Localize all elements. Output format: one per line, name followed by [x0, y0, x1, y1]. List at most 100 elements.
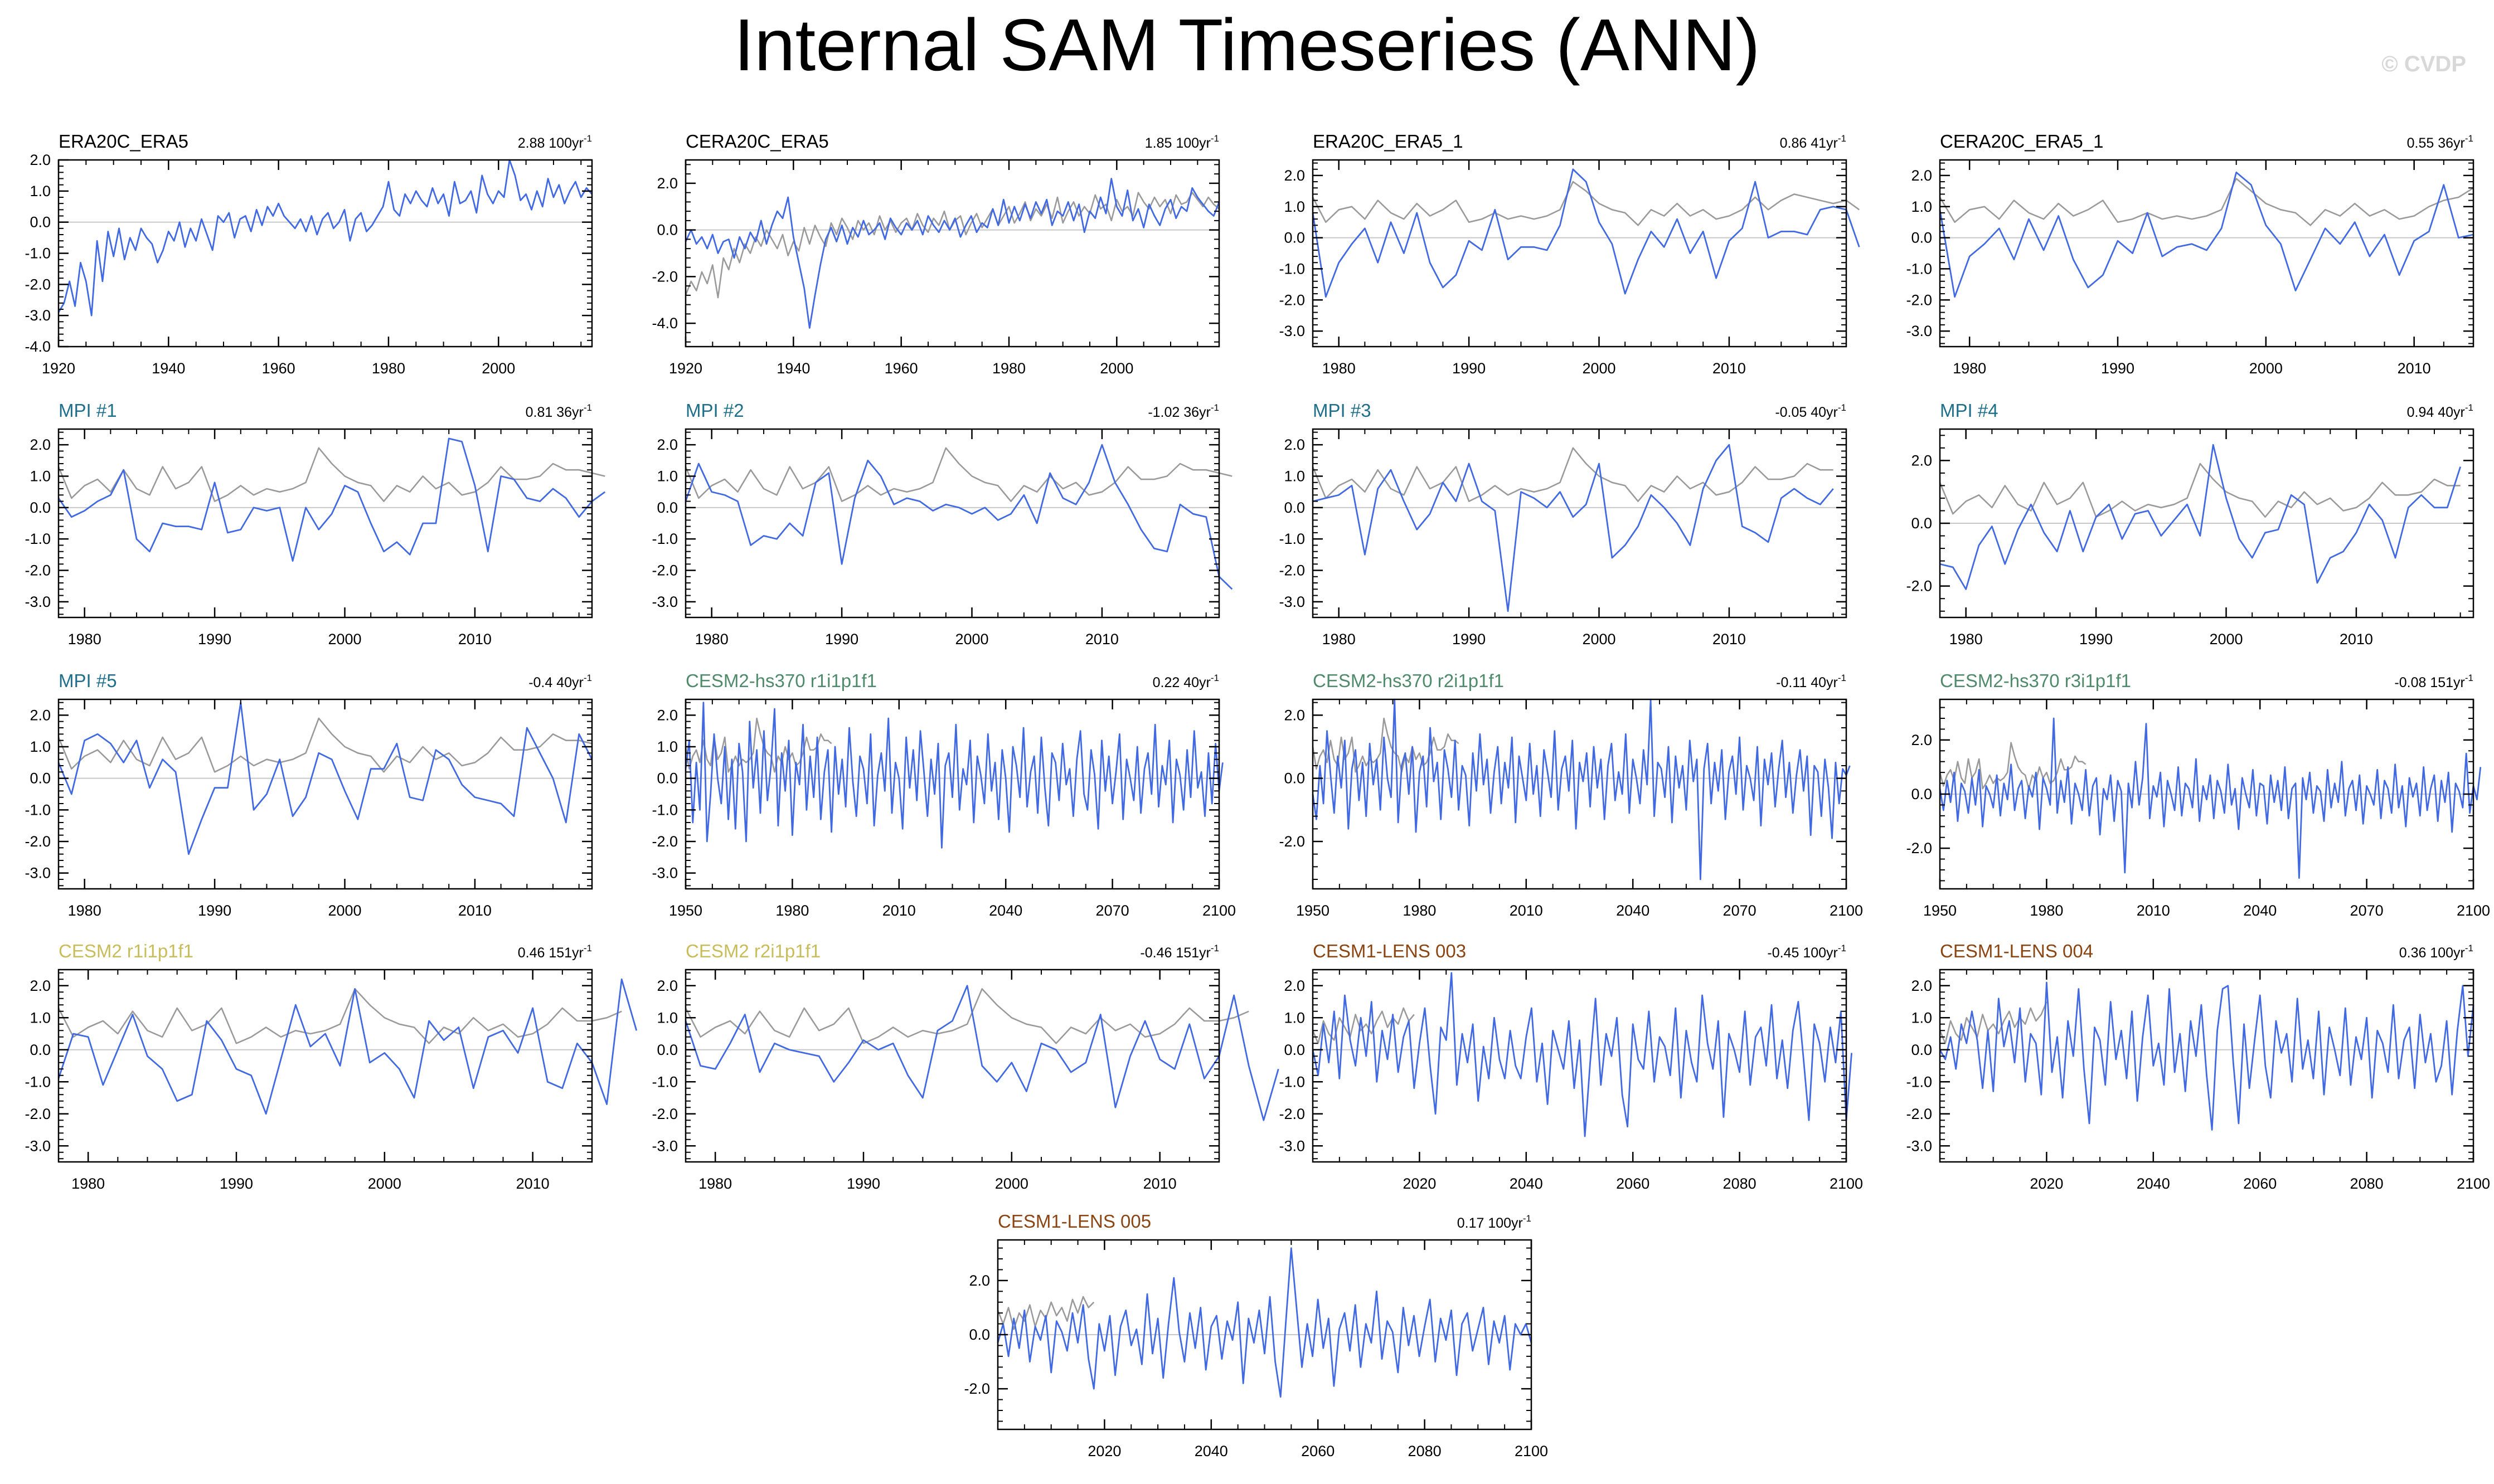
x-tick-label: 2100	[1830, 1175, 1863, 1192]
x-tick-label: 2040	[989, 902, 1022, 919]
y-tick-label: -1.0	[25, 1073, 51, 1090]
x-tick-label: 1980	[2030, 902, 2063, 919]
x-tick-label: 2010	[1085, 631, 1119, 648]
y-tick-label: 1.0	[1911, 198, 1932, 215]
trend-value: 0.46 151yr	[518, 945, 584, 961]
x-tick-label: 1980	[775, 902, 809, 919]
y-tick-label: 2.0	[1911, 977, 1932, 994]
x-tick-label: 2060	[1301, 1443, 1335, 1459]
y-tick-label: 0.0	[657, 1042, 678, 1058]
x-tick-label: 1990	[2101, 360, 2134, 377]
y-tick-label: 2.0	[657, 175, 678, 192]
trend-value: 1.85 100yr	[1145, 135, 1211, 151]
x-tick-label: 1990	[198, 902, 231, 919]
x-tick-label: 2100	[1830, 902, 1863, 919]
x-tick-label: 2000	[1582, 360, 1615, 377]
x-tick-label: 1980	[1403, 902, 1436, 919]
y-tick-label: -2.0	[1279, 1106, 1305, 1122]
trend-label: 2.88 100yr-1	[518, 133, 592, 151]
obs-series-line	[685, 447, 1233, 502]
x-tick-label: 1990	[1452, 631, 1486, 648]
x-tick-label: 2070	[2350, 902, 2384, 919]
x-tick-label: 2010	[1510, 902, 1543, 919]
y-tick-label: -2.0	[652, 1106, 678, 1122]
y-tick-label: 2.0	[1284, 707, 1305, 723]
plot-frame	[57, 698, 593, 890]
trend-exponent: -1	[2465, 133, 2473, 144]
y-tick-label: -3.0	[25, 593, 51, 610]
model-series-line	[685, 702, 1224, 849]
x-tick-label: 2000	[2209, 631, 2243, 648]
panel-title: MPI #3	[1313, 400, 1371, 421]
panel-3: 1980 1990 2000 2010 2.0 1.0 0.0 -1.0 -2.0 -3.0 ERA…	[1279, 131, 1860, 377]
x-tick-label: 1980	[1949, 631, 1983, 648]
obs-series-line	[57, 988, 622, 1044]
trend-value: -0.05 40yr	[1775, 405, 1838, 420]
y-tick-label: -4.0	[25, 338, 51, 355]
y-tick-label: 0.0	[1911, 786, 1932, 802]
obs-series-line	[685, 988, 1249, 1044]
x-tick-label: 2010	[458, 631, 492, 648]
x-tick-label: 1940	[152, 360, 185, 377]
trend-value: -0.08 151yr	[2394, 675, 2464, 690]
x-tick-label: 1990	[220, 1175, 253, 1192]
y-tick-label: -4.0	[652, 315, 678, 332]
y-tick-label: 0.0	[1911, 515, 1932, 532]
model-series-line	[1312, 698, 1851, 880]
x-tick-label: 2010	[2137, 902, 2170, 919]
x-tick-label: 2010	[516, 1175, 550, 1192]
x-tick-label: 2000	[1582, 631, 1615, 648]
y-tick-label: 0.0	[657, 222, 678, 239]
y-tick-label: 1.0	[657, 1009, 678, 1026]
panel-17: 2020 2040 2060 2080 2100 2.0 0.0 -2.0 CESM1-LENS…	[964, 1211, 1548, 1459]
trend-label: 0.46 151yr-1	[518, 943, 592, 961]
x-tick-label: 2060	[2243, 1175, 2277, 1192]
panel-title: MPI #5	[59, 670, 117, 691]
trend-value: -0.4 40yr	[528, 675, 584, 690]
y-tick-label: -2.0	[1906, 840, 1932, 857]
model-series-line	[1939, 717, 2482, 879]
plot-frame	[685, 159, 1220, 348]
panel-title: CERA20C_ERA5_1	[1940, 131, 2104, 152]
panel-title: ERA20C_ERA5_1	[1313, 131, 1463, 152]
model-series-line	[685, 985, 1279, 1121]
panel-title: ERA20C_ERA5	[59, 131, 188, 152]
y-tick-label: -2.0	[1906, 578, 1932, 595]
trend-label: 0.22 40yr-1	[1153, 673, 1219, 690]
x-tick-label: 2010	[1712, 360, 1746, 377]
x-tick-label: 2000	[2249, 360, 2283, 377]
trend-exponent: -1	[584, 402, 592, 413]
x-tick-label: 2070	[1096, 902, 1129, 919]
x-tick-label: 1980	[992, 360, 1026, 377]
panel-13: 1980 1990 2000 2010 2.0 1.0 0.0 -1.0 -2.0 -3.0 CES…	[25, 941, 638, 1192]
trend-label: 0.36 100yr-1	[2399, 943, 2473, 961]
y-tick-label: 2.0	[30, 977, 51, 994]
panel-title: CESM2 r2i1p1f1	[686, 941, 821, 961]
y-tick-label: 1.0	[657, 738, 678, 755]
y-tick-label: 1.0	[30, 1009, 51, 1026]
panel-16: 2020 2040 2060 2080 2100 2.0 1.0 0.0 -1.0 -2.0 -3.…	[1906, 941, 2490, 1192]
trend-exponent: -1	[1838, 402, 1846, 413]
y-tick-label: 2.0	[1911, 732, 1932, 748]
x-tick-label: 1990	[825, 631, 858, 648]
trend-exponent: -1	[2465, 943, 2473, 953]
y-tick-label: 2.0	[657, 977, 678, 994]
cvdp-watermark: © CVDP	[2381, 52, 2466, 76]
plot-frame	[57, 969, 593, 1163]
trend-exponent: -1	[2465, 402, 2473, 413]
trend-label: 0.94 40yr-1	[2407, 402, 2473, 420]
y-tick-label: -2.0	[1279, 291, 1305, 308]
x-tick-label: 1960	[262, 360, 295, 377]
y-tick-label: 2.0	[1284, 167, 1305, 184]
x-tick-label: 1990	[847, 1175, 880, 1192]
y-tick-label: -3.0	[25, 307, 51, 324]
y-tick-label: -3.0	[1279, 323, 1305, 339]
panel-11: 1950 1980 2010 2040 2070 2100 2.0 0.0 -2.0 CESM2-…	[1279, 670, 1863, 919]
trend-exponent: -1	[1838, 133, 1846, 144]
y-tick-label: 0.0	[1284, 770, 1305, 787]
x-tick-label: 2040	[1616, 902, 1649, 919]
page-title: Internal SAM Timeseries (ANN)	[734, 4, 1760, 86]
panel-10: 1950 1980 2010 2040 2070 2100 2.0 1.0 0.0 -1.0 -2.…	[652, 670, 1236, 919]
model-series-line	[57, 437, 606, 562]
x-tick-label: 2100	[2457, 1175, 2490, 1192]
